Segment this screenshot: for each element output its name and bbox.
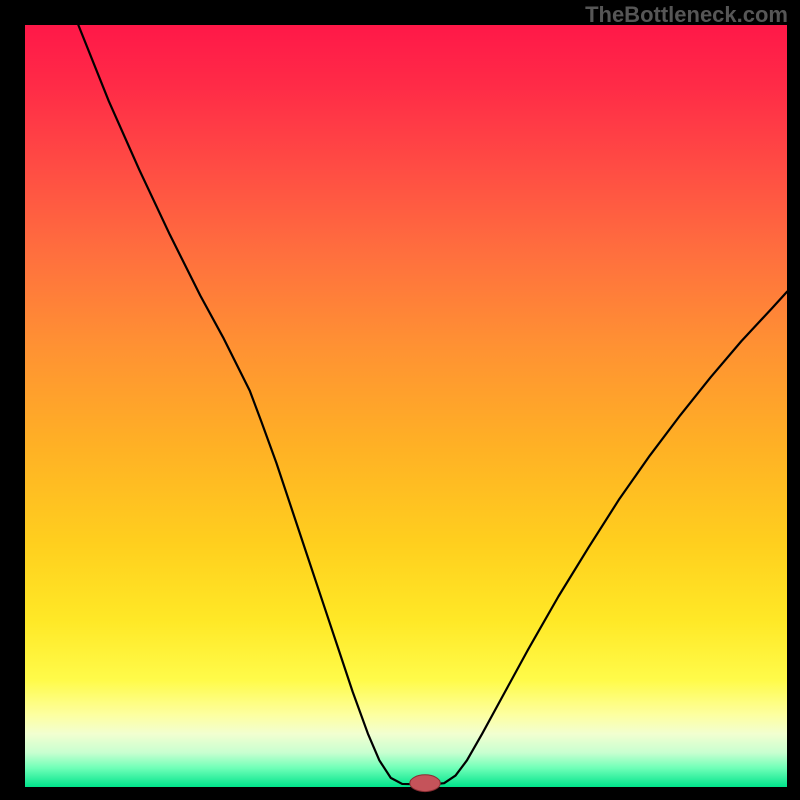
background-gradient	[25, 25, 787, 787]
plot-area	[0, 0, 800, 800]
chart-container: TheBottleneck.com	[0, 0, 800, 800]
optimal-marker	[410, 775, 440, 792]
watermark-text: TheBottleneck.com	[585, 2, 788, 28]
